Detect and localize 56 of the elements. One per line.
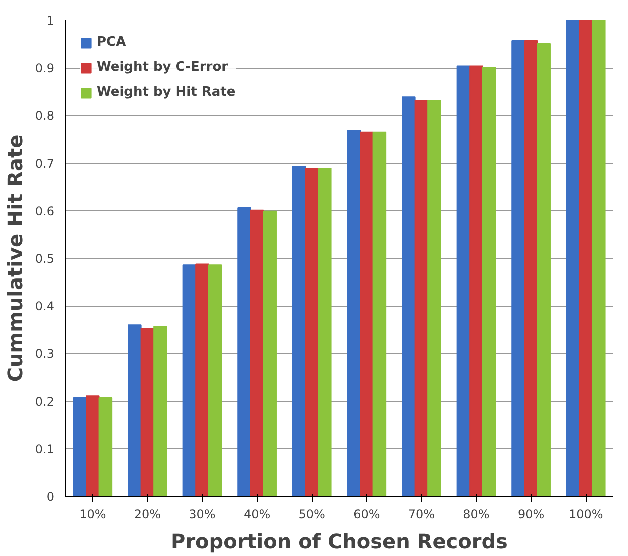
bar bbox=[372, 132, 387, 496]
x-tick-label: 10% bbox=[80, 508, 106, 522]
y-tick-label: 0.9 bbox=[35, 62, 55, 76]
bar bbox=[318, 168, 332, 496]
bar bbox=[524, 40, 538, 496]
bar bbox=[456, 66, 471, 496]
bar bbox=[98, 397, 113, 496]
y-tick-label: 0.7 bbox=[35, 156, 55, 171]
bar bbox=[305, 168, 319, 496]
bar bbox=[428, 100, 442, 496]
bar bbox=[86, 396, 100, 496]
bar bbox=[512, 40, 526, 496]
bar bbox=[238, 208, 252, 496]
bar bbox=[140, 328, 155, 496]
x-tick-label: 20% bbox=[134, 508, 162, 522]
bar bbox=[592, 20, 606, 496]
x-tick-label: 50% bbox=[298, 508, 326, 522]
bar bbox=[292, 166, 306, 496]
bar bbox=[196, 264, 210, 496]
y-tick-label: 0.4 bbox=[35, 300, 55, 314]
bar bbox=[208, 264, 222, 496]
y-tick-label: 0.3 bbox=[35, 347, 55, 362]
bar bbox=[73, 397, 88, 496]
bar bbox=[347, 130, 362, 496]
y-tick-label: 0.8 bbox=[35, 109, 55, 124]
x-tick-label: 30% bbox=[189, 508, 216, 522]
bar bbox=[482, 67, 496, 496]
bar bbox=[154, 326, 168, 496]
bar bbox=[414, 100, 429, 496]
bar bbox=[250, 210, 264, 496]
bar bbox=[360, 132, 374, 496]
y-tick-label: 0.5 bbox=[35, 252, 55, 266]
x-tick-label: 40% bbox=[244, 508, 271, 522]
y-tick-label: 0 bbox=[46, 490, 55, 504]
bar bbox=[566, 20, 580, 496]
x-tick-label: 80% bbox=[463, 508, 490, 522]
x-tick-label: 100% bbox=[568, 508, 604, 522]
y-tick-label: 0.2 bbox=[35, 394, 55, 409]
bar bbox=[128, 324, 142, 496]
bar bbox=[182, 264, 197, 496]
legend-label: Weight by Hit Rate bbox=[97, 85, 236, 100]
y-tick-label: 0.1 bbox=[35, 442, 55, 456]
bar bbox=[537, 43, 551, 496]
bar bbox=[263, 210, 277, 496]
x-tick-label: 60% bbox=[354, 508, 380, 522]
y-axis-title: Cummulative Hit Rate bbox=[3, 134, 28, 382]
x-tick-label: 90% bbox=[518, 508, 545, 522]
legend-label: PCA bbox=[97, 35, 126, 50]
bar bbox=[579, 20, 593, 496]
legend-label: Weight by C-Error bbox=[97, 60, 228, 75]
bar bbox=[470, 66, 484, 496]
y-tick-label: 1 bbox=[46, 14, 55, 28]
y-tick-label: 0.6 bbox=[35, 204, 55, 218]
x-tick-label: 70% bbox=[408, 508, 436, 522]
bar bbox=[402, 96, 416, 496]
x-axis-title: Proportion of Chosen Records bbox=[171, 530, 508, 554]
